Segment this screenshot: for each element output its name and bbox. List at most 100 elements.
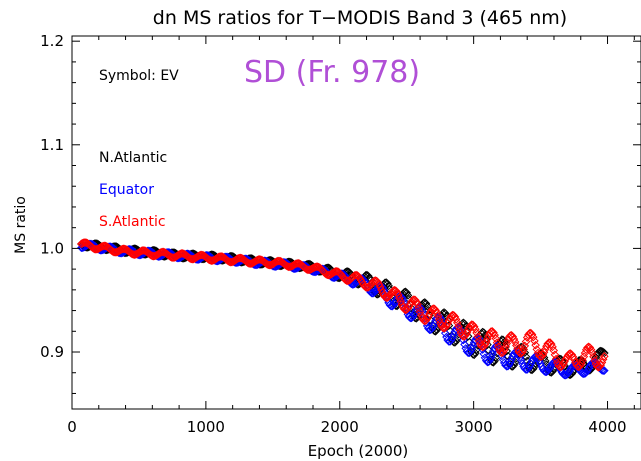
data-point [551,354,561,364]
x-tick-label: 3000 [455,418,493,436]
symbol-note: Symbol: EV [99,68,179,84]
data-point [531,340,540,350]
data-point [98,241,108,251]
chart-title: dn MS ratios for T−MODIS Band 3 (465 nm) [153,7,567,29]
data-point [589,352,598,362]
data-point [518,347,527,357]
data-point [498,355,508,364]
data-point [310,262,320,272]
data-point [480,340,490,349]
data-point [549,346,559,355]
data-point [509,334,519,344]
data-point [466,347,475,356]
data-point [383,279,392,288]
y-tick-label: 1.1 [40,136,64,154]
data-point [485,355,495,365]
data-point [481,335,491,344]
data-point [454,322,463,331]
data-point [159,247,168,257]
data-point [437,316,446,325]
data-point [528,332,538,342]
data-point [540,356,550,366]
data-point [544,365,554,374]
data-point [479,349,489,359]
data-point [460,319,469,329]
data-point [413,300,422,309]
data-point [381,293,391,303]
data-point [521,352,531,361]
data-point [563,368,573,378]
data-point [479,328,489,337]
y-tick-label: 1.2 [40,32,64,50]
data-point [357,277,367,287]
data-point [453,318,462,328]
legend: N.Atlantic Equator S.Atlantic [99,150,167,230]
data-point [538,350,548,360]
data-point [586,345,596,354]
data-point [593,362,603,372]
data-point [450,312,460,322]
data-point [550,350,560,360]
data-point [472,328,481,338]
data-point [451,315,461,324]
data-point [596,360,606,370]
data-point [120,244,130,254]
data-point [490,330,499,340]
data-point [167,253,177,262]
data-point [492,338,502,347]
data-point [313,262,322,272]
data-point [600,366,609,375]
data-point [374,279,384,289]
y-axis-label: MS ratio [13,196,29,254]
data-point [512,341,521,350]
data-point [178,249,187,258]
data-point [440,309,450,318]
data-point [395,293,404,303]
data-point [455,324,465,334]
data-point [501,341,510,351]
data-point [536,352,545,362]
data-point [406,299,415,309]
data-point [343,276,352,286]
data-point [471,324,480,334]
data-point [412,297,421,307]
data-point [474,334,484,344]
data-point [560,370,569,380]
data-point [527,330,537,339]
data-point [493,342,503,351]
axes: 0 1000 2000 3000 4000 0.9 1.0 1.1 1.2 [40,32,641,436]
data-point [546,339,556,349]
x-tick-label: 4000 [588,418,626,436]
data-point [284,262,293,272]
data-point [465,323,474,332]
data-point [530,336,539,346]
data-point [428,321,438,331]
y-tick-label: 1.0 [40,239,64,257]
data-point [186,254,196,264]
data-point [587,348,597,358]
data-point [568,352,578,362]
data-point [332,267,342,276]
data-point [433,311,443,321]
data-point [118,244,127,254]
data-point [516,356,526,365]
x-tick-label: 2000 [321,418,359,436]
data-point [386,301,396,311]
data-point [491,334,501,343]
data-point [393,290,403,300]
data-point [148,251,157,261]
data-point [384,281,393,291]
series-n-atlantic [77,239,609,379]
data-point [510,337,520,347]
x-tick-label: 1000 [187,418,225,436]
data-point [414,303,424,313]
data-point [375,282,385,292]
legend-entry: S.Atlantic [99,214,166,230]
data-point [473,332,483,342]
data-point [585,362,595,371]
legend-entry: N.Atlantic [99,150,167,166]
data-point [431,306,440,315]
data-point [422,301,432,311]
data-point [548,342,557,352]
